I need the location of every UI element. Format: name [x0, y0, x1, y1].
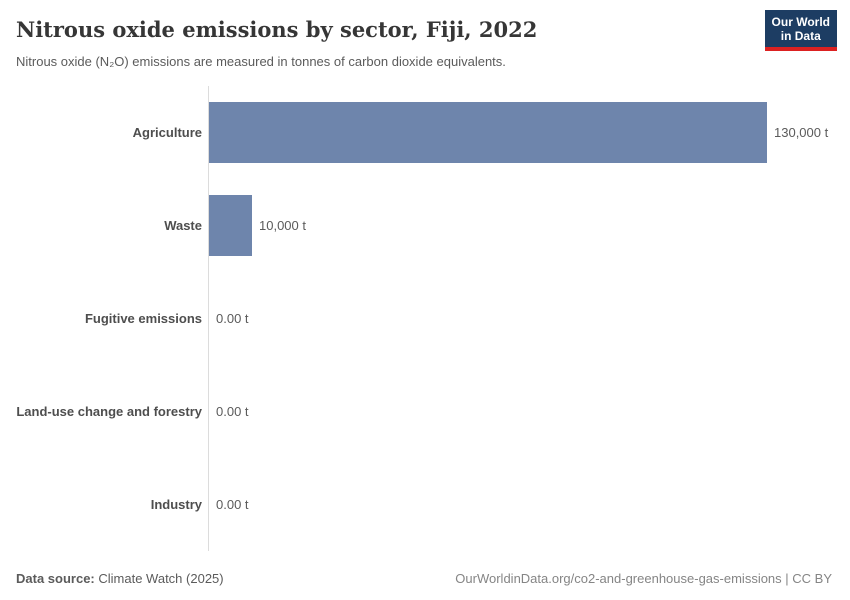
bar-row: Agriculture 130,000 t [0, 86, 850, 179]
value-label: 0.00 t [216, 497, 249, 512]
bar[interactable] [209, 102, 767, 163]
category-label: Industry [150, 497, 202, 512]
data-source-label: Data source: [16, 571, 95, 586]
page-title: Nitrous oxide emissions by sector, Fiji,… [16, 17, 538, 42]
bar-row: Fugitive emissions 0.00 t [0, 272, 850, 365]
value-label: 10,000 t [259, 218, 306, 233]
bar-row: Industry 0.00 t [0, 458, 850, 551]
owid-logo-line1: Our World [771, 15, 830, 29]
category-label: Fugitive emissions [84, 311, 202, 326]
data-source-value: Climate Watch (2025) [98, 571, 224, 586]
bar-plot-area: 130,000 t [208, 86, 850, 179]
bar-plot-area: 0.00 t [208, 365, 850, 458]
attribution-link[interactable]: OurWorldinData.org/co2-and-greenhouse-ga… [455, 571, 832, 586]
category-label: Land-use change and forestry [16, 404, 202, 419]
bar-row: Waste 10,000 t [0, 179, 850, 272]
data-source: Data source: Climate Watch (2025) [16, 571, 224, 586]
chart-subtitle: Nitrous oxide (N₂O) emissions are measur… [16, 54, 506, 69]
value-label: 0.00 t [216, 311, 249, 326]
value-label: 0.00 t [216, 404, 249, 419]
category-label: Agriculture [132, 125, 202, 140]
chart-header: Nitrous oxide emissions by sector, Fiji,… [0, 0, 850, 71]
value-label: 130,000 t [774, 125, 829, 140]
bar-plot-area: 0.00 t [208, 458, 850, 551]
category-label: Waste [164, 218, 202, 233]
bar-row: Land-use change and forestry 0.00 t [0, 365, 850, 458]
bar-chart: Agriculture 130,000 t Waste 10,000 t Fugitiv… [0, 86, 850, 551]
bar[interactable] [209, 195, 252, 256]
bar-rows: Agriculture 130,000 t Waste 10,000 t Fugitiv… [0, 86, 850, 551]
bar-plot-area: 10,000 t [208, 179, 850, 272]
chart-footer: Data source: Climate Watch (2025) OurWor… [16, 571, 832, 586]
owid-logo[interactable]: Our World in Data [764, 10, 837, 51]
bar-plot-area: 0.00 t [208, 272, 850, 365]
owid-logo-line2: in Data [780, 29, 821, 43]
